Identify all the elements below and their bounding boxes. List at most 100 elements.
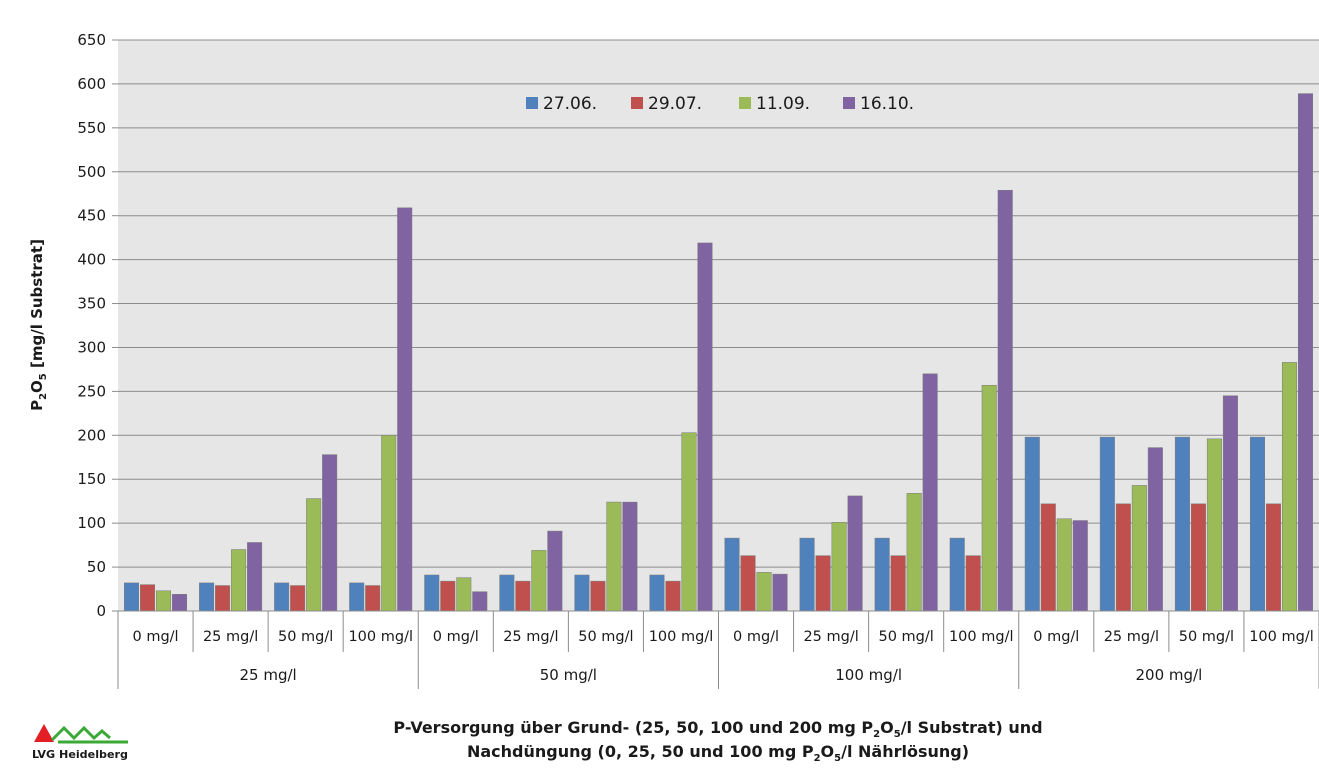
- category-label: 25 mg/l: [803, 629, 858, 645]
- y-tick-label: 550: [77, 119, 106, 137]
- bar: [349, 582, 365, 612]
- category-label: 25 mg/l: [503, 629, 558, 645]
- bar: [456, 577, 472, 612]
- bar: [365, 585, 381, 612]
- bars: [124, 93, 1313, 612]
- bar: [515, 580, 531, 612]
- y-tick-label: 50: [87, 558, 106, 576]
- category-label: 100 mg/l: [348, 629, 413, 645]
- category-label: 0 mg/l: [132, 629, 178, 645]
- y-tick-label: 500: [77, 163, 106, 181]
- bar: [499, 574, 515, 612]
- y-axis-label: P2O5 [mg/l Substrat]: [28, 239, 49, 411]
- y-tick-label: 300: [77, 338, 106, 356]
- bar: [1147, 447, 1163, 612]
- bar: [322, 454, 338, 612]
- legend-label: 27.06.: [543, 94, 597, 114]
- category-label: 0 mg/l: [1033, 629, 1079, 645]
- bar: [847, 495, 863, 612]
- bar: [440, 580, 456, 612]
- bar: [472, 591, 488, 612]
- category-label: 50 mg/l: [1179, 629, 1234, 645]
- bar: [574, 574, 590, 612]
- category-label: 100 mg/l: [949, 629, 1014, 645]
- bar: [231, 549, 247, 612]
- bar: [906, 493, 922, 612]
- y-tick-label: 400: [77, 251, 106, 269]
- x-title-line2-prefix: Nachdüngung (0, 25, 50 und 100 mg P: [467, 742, 814, 761]
- bar: [772, 573, 788, 612]
- logo-wave-icon: [50, 725, 111, 742]
- x-title-line2-mid: O: [821, 742, 835, 761]
- bar: [1024, 436, 1040, 612]
- category-label: 50 mg/l: [578, 629, 633, 645]
- legend-label: 16.10.: [860, 94, 914, 114]
- bar: [874, 537, 890, 612]
- bar: [697, 242, 713, 612]
- logo-triangle-icon: [34, 724, 54, 742]
- bar: [815, 555, 831, 612]
- bar: [1190, 503, 1206, 612]
- y-tick-label: 250: [77, 382, 106, 400]
- bar: [831, 522, 847, 612]
- bar: [215, 585, 231, 612]
- group-label: 50 mg/l: [540, 666, 597, 684]
- x-title-line1-sub1: 2: [873, 729, 880, 740]
- bar: [724, 537, 740, 612]
- bar: [981, 384, 997, 612]
- y-tick-label: 450: [77, 207, 106, 225]
- bar: [1222, 395, 1238, 612]
- bar: [156, 590, 172, 612]
- category-label: 0 mg/l: [733, 629, 779, 645]
- y-axis-label-sub2: 5: [38, 373, 49, 380]
- x-title-line2-suffix: /l Nährlösung): [841, 742, 969, 761]
- bar: [1115, 503, 1131, 612]
- x-axis: 0 mg/l 25 mg/l 50 mg/l 100 mg/l 25 mg/l 0 mg/…: [117, 610, 1319, 689]
- legend-swatch: [843, 97, 855, 109]
- bar: [965, 555, 981, 612]
- category-label: 25 mg/l: [203, 629, 258, 645]
- bar: [397, 207, 413, 612]
- x-title-line2-sub1: 2: [814, 753, 821, 764]
- legend-label: 29.07.: [648, 94, 702, 114]
- bar: [799, 537, 815, 612]
- logo-text: LVG Heidelberg: [32, 748, 128, 761]
- y-axis-label-o: O: [28, 380, 46, 393]
- bar: [199, 582, 215, 612]
- bar: [124, 582, 140, 612]
- bar: [1131, 485, 1147, 612]
- y-tick-label: 150: [77, 470, 106, 488]
- bar: [997, 189, 1013, 612]
- bar: [290, 585, 306, 612]
- bar: [649, 574, 665, 612]
- bar: [740, 555, 756, 612]
- bar: [1249, 436, 1265, 612]
- legend: 27.06. 29.07. 11.09. 16.10.: [526, 94, 914, 114]
- x-axis-title-line2: Nachdüngung (0, 25, 50 und 100 mg P2O5/l…: [467, 742, 969, 764]
- legend-label: 11.09.: [756, 94, 810, 114]
- y-tick-label: 600: [77, 75, 106, 93]
- bar: [606, 501, 622, 612]
- category-label: 100 mg/l: [1249, 629, 1314, 645]
- bar: [1265, 503, 1281, 612]
- group-label: 200 mg/l: [1135, 666, 1202, 684]
- bar: [1056, 518, 1072, 612]
- x-axis-title-line1: P-Versorgung über Grund- (25, 50, 100 un…: [393, 718, 1042, 740]
- category-label: 50 mg/l: [879, 629, 934, 645]
- group-label: 25 mg/l: [240, 666, 297, 684]
- y-tick-label: 650: [77, 31, 106, 49]
- y-tick-labels: 0 50 100 150 200 250 300 350 400 450 500 550 600 650: [77, 31, 118, 620]
- bar: [681, 432, 697, 612]
- bar: [590, 580, 606, 612]
- x-title-line1-suffix: /l Substrat) und: [901, 718, 1043, 737]
- category-label: 50 mg/l: [278, 629, 333, 645]
- y-tick-label: 350: [77, 295, 106, 313]
- bar: [1206, 438, 1222, 612]
- x-title-line1-mid: O: [880, 718, 894, 737]
- bar: [1099, 436, 1115, 612]
- bar: [1072, 520, 1088, 612]
- bar: [1281, 362, 1297, 612]
- legend-swatch: [631, 97, 643, 109]
- bar: [665, 580, 681, 612]
- legend-swatch: [739, 97, 751, 109]
